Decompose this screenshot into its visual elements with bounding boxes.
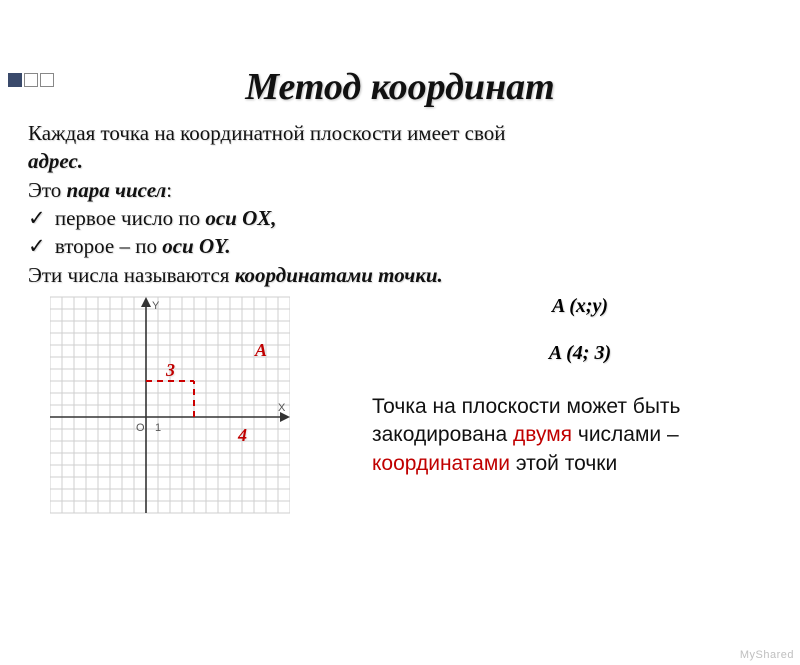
bold-address: адрес. <box>28 149 83 173</box>
para-c: числами – <box>572 423 679 446</box>
text-line-4: второе – по оси OY. <box>28 232 772 260</box>
watermark: MyShared <box>740 649 794 661</box>
para-e: этой точки <box>510 452 617 475</box>
text-line-5: Эти числа называются координатами точки. <box>28 261 772 289</box>
annotation-4: 4 <box>238 425 247 446</box>
right-texts: A (x;y) A (4; 3) Точка на плоскости може… <box>370 295 790 478</box>
l2b: пара чисел <box>67 178 167 202</box>
l5b: координатами точки. <box>235 263 443 287</box>
l2c: : <box>166 178 172 202</box>
l3a: первое число по <box>55 206 206 230</box>
watermark-text: MyShared <box>740 649 794 661</box>
text-line-1b: адрес. <box>28 147 772 175</box>
coordinate-chart: O1 X Y <box>50 295 290 515</box>
deco-sq-empty <box>24 73 38 87</box>
formula-general: A (x;y) <box>370 295 790 318</box>
annotation-A: A <box>255 340 267 361</box>
lower-block: O1 X Y A 3 4 A (x;y) A (4; 3) Точка на пло… <box>0 295 800 575</box>
svg-text:X: X <box>278 402 286 414</box>
text-line-1a: Каждая точка на координатной плоскости и… <box>28 119 772 147</box>
l4a: второе – по <box>55 234 162 258</box>
content-block: Каждая точка на координатной плоскости и… <box>0 109 800 289</box>
chart-svg: O1 X Y <box>50 295 290 515</box>
para-d: координатами <box>372 452 510 475</box>
l5a: Эти числа называются <box>28 263 235 287</box>
deco-sq-empty <box>40 73 54 87</box>
deco-sq-filled <box>8 73 22 87</box>
formula-example: A (4; 3) <box>370 342 790 365</box>
svg-text:O: O <box>136 422 145 434</box>
page-title: Метод координат <box>0 65 800 109</box>
l4b: оси OY. <box>162 234 230 258</box>
paragraph: Точка на плоскости может быть закодирова… <box>370 393 790 478</box>
corner-decoration <box>8 73 54 87</box>
l2a: Это <box>28 178 67 202</box>
annotation-3: 3 <box>166 360 175 381</box>
l3b: оси OX, <box>205 206 276 230</box>
text-line-3: первое число по оси OX, <box>28 204 772 232</box>
svg-text:1: 1 <box>155 422 161 434</box>
svg-text:Y: Y <box>152 300 160 312</box>
text-line-2: Это пара чисел: <box>28 176 772 204</box>
para-b: двумя <box>513 423 572 446</box>
